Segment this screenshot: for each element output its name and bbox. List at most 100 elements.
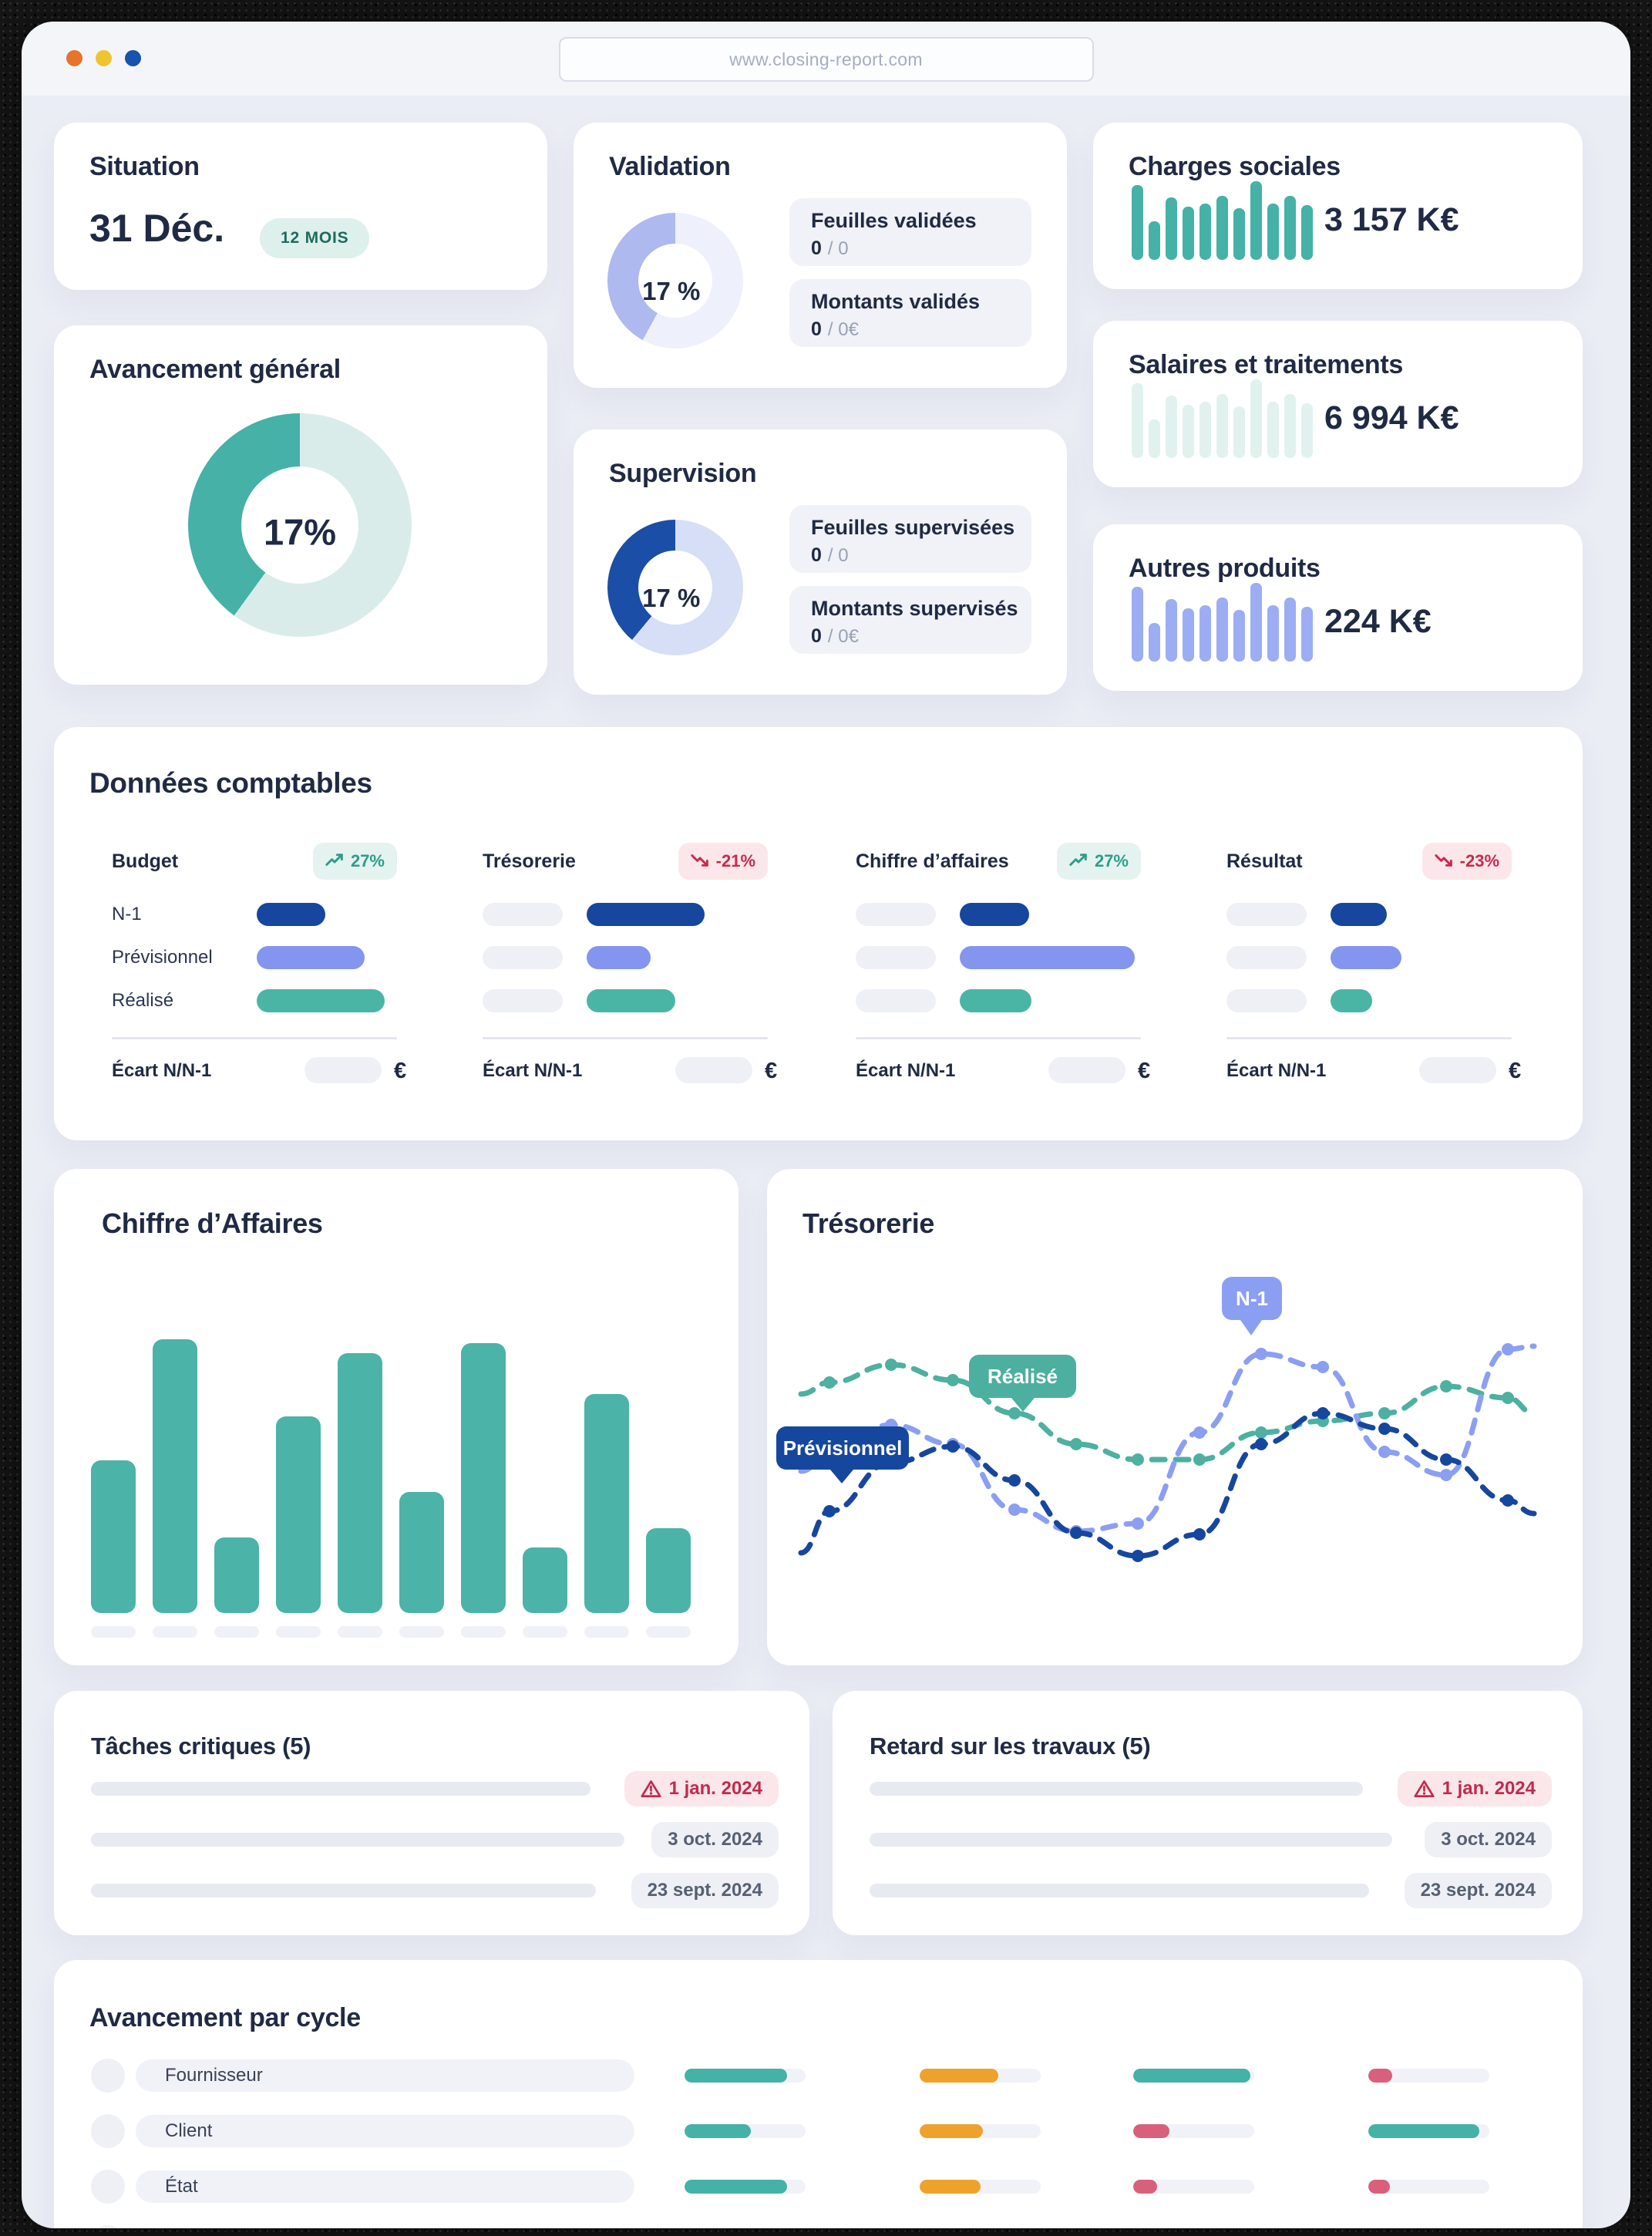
data-point [1132, 1517, 1144, 1530]
ecart-label: Écart N/N-1 [856, 1060, 956, 1081]
x-label-placeholder [584, 1626, 629, 1638]
traffic-light-button[interactable] [66, 50, 82, 66]
trend-down-icon [1434, 851, 1453, 871]
euro-symbol: € [1509, 1059, 1522, 1083]
bar-row: Prévisionnel [112, 946, 397, 969]
divider [483, 1037, 768, 1039]
date-badge: 23 sept. 2024 [1404, 1873, 1552, 1908]
date-text: 1 jan. 2024 [1442, 1778, 1536, 1799]
value-bar [1331, 946, 1401, 969]
donut-hole [241, 466, 358, 584]
ecart-placeholder [1419, 1057, 1496, 1083]
mini-bar [1199, 605, 1211, 662]
data-point [1255, 1438, 1267, 1450]
mini-bar [1250, 181, 1262, 260]
browser-topbar: www.closing-report.com [22, 22, 1630, 96]
stat-label: Montants supervisés [811, 597, 1018, 620]
data-point [1440, 1453, 1452, 1466]
closing-date: 31 Déc. [89, 207, 225, 250]
data-point [885, 1359, 897, 1371]
date-badge: 1 jan. 2024 [624, 1771, 779, 1807]
stat-label: Feuilles supervisées [811, 516, 1015, 539]
date-text: 3 oct. 2024 [1441, 1829, 1536, 1850]
x-label-placeholder [523, 1626, 567, 1638]
donut-percent-label: 17% [263, 511, 337, 553]
row-label: N-1 [112, 904, 142, 924]
ecart-placeholder [675, 1057, 752, 1083]
bar [399, 1492, 444, 1613]
trend-down-icon [690, 851, 709, 871]
x-label-placeholder [461, 1626, 506, 1638]
mini-bar [1284, 196, 1296, 260]
column-header: Trésorerie -21% [483, 843, 768, 880]
chart-column [338, 1353, 382, 1638]
placeholder-pill [1226, 989, 1307, 1012]
url-bar[interactable]: www.closing-report.com [558, 37, 1094, 82]
cycle-row: Fournisseur [54, 2059, 1583, 2093]
date-badge: 3 oct. 2024 [1425, 1822, 1552, 1857]
bar [523, 1547, 567, 1613]
browser-window: www.closing-report.com Situation 31 Déc.… [22, 22, 1630, 2228]
kpi-value: 6 994 K€ [1324, 399, 1459, 436]
traffic-light-button[interactable] [125, 50, 141, 66]
avancement-cycle-card: Avancement par cycle Fournisseur Client Ét… [54, 1960, 1583, 2228]
bar-row [1226, 903, 1512, 926]
placeholder-pill [1226, 946, 1307, 969]
x-label-placeholder [338, 1626, 382, 1638]
bar-row [1226, 946, 1512, 969]
comparison-column: Chiffre d’affaires 27% Écart N/N-1 € [856, 843, 1150, 1105]
task-placeholder-bar [91, 1833, 624, 1847]
stat-value: 0/ 0€ [811, 625, 859, 647]
value-bar [587, 903, 705, 926]
comparison-column: Résultat -23% Écart N/N-1 € [1226, 843, 1521, 1105]
stat-value: 0/ 0 [811, 544, 849, 566]
avatar [91, 2225, 125, 2228]
stat-value: 0/ 0€ [811, 318, 859, 340]
ecart-row: Écart N/N-1 € [1226, 1057, 1521, 1083]
placeholder-pill [856, 903, 936, 926]
mini-bar [1301, 607, 1313, 662]
line-series-Réalisé [798, 1362, 1537, 1463]
column-label: Chiffre d’affaires [856, 850, 1009, 872]
mini-bar [1199, 204, 1211, 260]
period-badge: 12 MOIS [260, 218, 370, 258]
ecart-placeholder [1048, 1057, 1125, 1083]
bar-row [483, 903, 768, 926]
x-label-placeholder [153, 1626, 197, 1638]
stat-montants-supervises: Montants supervisés 0/ 0€ [789, 586, 1031, 654]
divider [1226, 1037, 1512, 1039]
bar-row [856, 989, 1141, 1012]
column-header: Chiffre d’affaires 27% [856, 843, 1141, 880]
progress-track [920, 2180, 1041, 2194]
placeholder-pill [483, 989, 563, 1012]
mini-bar [1149, 419, 1160, 458]
mini-bar [1132, 587, 1143, 662]
cycle-row: État [54, 2170, 1583, 2204]
data-point [1008, 1504, 1021, 1516]
trend-up-icon [325, 851, 344, 871]
stat-feuilles-validees: Feuilles validées 0/ 0 [789, 198, 1031, 266]
card-title: Supervision [609, 459, 757, 488]
date-badge: 1 jan. 2024 [1397, 1771, 1552, 1807]
data-point [1255, 1348, 1267, 1360]
mini-bar [1166, 396, 1177, 458]
progress-track [1368, 2124, 1489, 2138]
mini-bar [1267, 605, 1279, 662]
x-label-placeholder [276, 1626, 321, 1638]
progress-fill [920, 2069, 998, 2083]
value-bar [257, 989, 385, 1012]
bar-row [483, 946, 768, 969]
progress-track [1368, 2069, 1489, 2083]
revenue-bar-chart [91, 1339, 691, 1638]
data-point [1132, 1453, 1144, 1466]
ecart-label: Écart N/N-1 [112, 1060, 212, 1081]
value-bar [1331, 989, 1372, 1012]
placeholder-pill [1226, 903, 1307, 926]
stat-value: 0/ 0 [811, 237, 849, 259]
task-placeholder-bar [870, 1884, 1369, 1898]
supervision-card: Supervision 17 % Feuilles supervisées 0/… [574, 429, 1067, 695]
ecart-label: Écart N/N-1 [483, 1060, 583, 1081]
data-point [947, 1440, 959, 1453]
mini-bar [1166, 599, 1177, 662]
traffic-light-button[interactable] [96, 50, 112, 66]
